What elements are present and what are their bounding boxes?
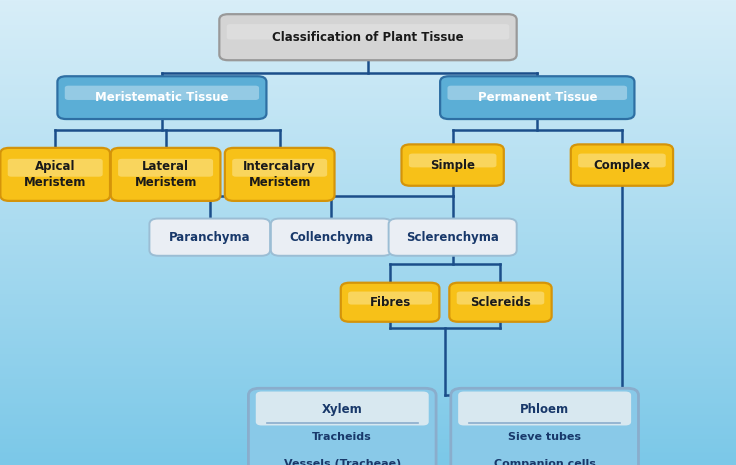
FancyBboxPatch shape	[440, 76, 634, 119]
Text: Vessels (Tracheae): Vessels (Tracheae)	[283, 458, 401, 465]
Text: Xylem: Xylem	[322, 403, 363, 416]
Text: Intercalary
Meristem: Intercalary Meristem	[244, 160, 316, 189]
Text: Paranchyma: Paranchyma	[169, 231, 250, 244]
FancyBboxPatch shape	[0, 148, 110, 201]
Text: Complex: Complex	[593, 159, 651, 172]
FancyBboxPatch shape	[458, 392, 631, 425]
Text: Phloem: Phloem	[520, 403, 569, 416]
Text: Meristematic Tissue: Meristematic Tissue	[95, 91, 229, 104]
Text: Simple: Simple	[430, 159, 475, 172]
FancyBboxPatch shape	[450, 388, 638, 465]
FancyBboxPatch shape	[149, 219, 270, 256]
Text: Tracheids: Tracheids	[312, 432, 372, 442]
FancyBboxPatch shape	[389, 219, 517, 256]
FancyBboxPatch shape	[578, 153, 665, 167]
Text: Fibres: Fibres	[369, 296, 411, 309]
FancyBboxPatch shape	[449, 283, 552, 322]
FancyBboxPatch shape	[341, 283, 439, 322]
FancyBboxPatch shape	[409, 153, 496, 167]
Text: Sieve tubes: Sieve tubes	[508, 432, 581, 442]
FancyBboxPatch shape	[456, 292, 545, 305]
FancyBboxPatch shape	[402, 144, 503, 186]
FancyBboxPatch shape	[571, 144, 673, 186]
FancyBboxPatch shape	[447, 86, 627, 100]
FancyBboxPatch shape	[110, 148, 221, 201]
FancyBboxPatch shape	[65, 86, 259, 100]
FancyBboxPatch shape	[219, 14, 517, 60]
FancyBboxPatch shape	[233, 159, 327, 177]
Text: Collenchyma: Collenchyma	[289, 231, 373, 244]
Text: Companion cells: Companion cells	[494, 458, 595, 465]
FancyBboxPatch shape	[348, 292, 432, 305]
Text: Permanent Tissue: Permanent Tissue	[478, 91, 597, 104]
Text: Apical
Meristem: Apical Meristem	[24, 160, 86, 189]
FancyBboxPatch shape	[249, 388, 436, 465]
Text: Sclereids: Sclereids	[470, 296, 531, 309]
Text: Classification of Plant Tissue: Classification of Plant Tissue	[272, 31, 464, 44]
FancyBboxPatch shape	[256, 392, 428, 425]
FancyBboxPatch shape	[7, 159, 103, 177]
Text: Sclerenchyma: Sclerenchyma	[406, 231, 499, 244]
FancyBboxPatch shape	[227, 24, 509, 40]
Text: Lateral
Meristem: Lateral Meristem	[135, 160, 197, 189]
FancyBboxPatch shape	[225, 148, 334, 201]
FancyBboxPatch shape	[118, 159, 213, 177]
FancyBboxPatch shape	[271, 219, 392, 256]
FancyBboxPatch shape	[57, 76, 266, 119]
